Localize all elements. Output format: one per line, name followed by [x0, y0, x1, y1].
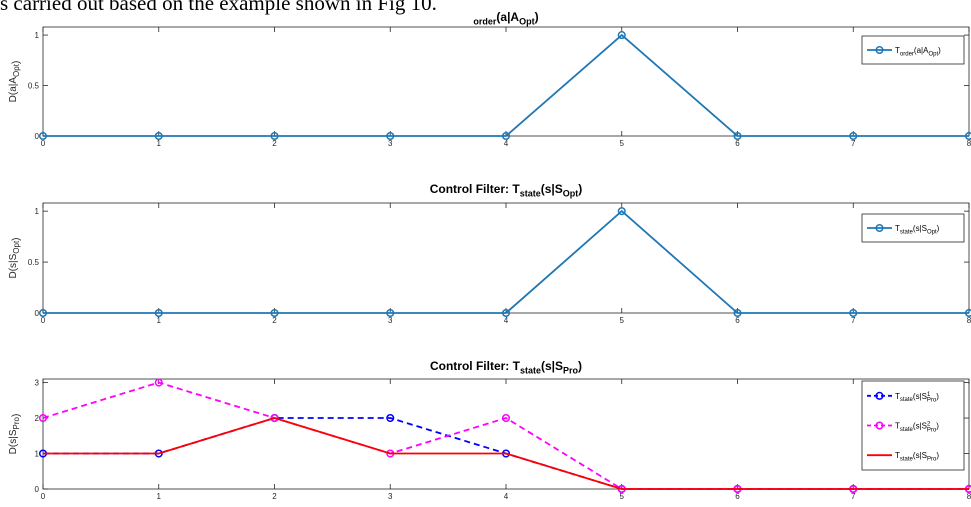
data-point [733, 308, 742, 318]
y-tick-label: 1 [35, 31, 40, 40]
x-tick-label: 0 [41, 316, 46, 325]
x-tick-label: 6 [735, 492, 740, 501]
x-tick-label: 1 [157, 316, 162, 325]
legend-label: Torder(a|AOpt) [895, 46, 941, 57]
subplot-title: Control Filter: Tstate(s|SPro) [430, 359, 582, 376]
series-line [43, 209, 969, 314]
y-tick-label: 1 [35, 207, 40, 216]
data-point [964, 131, 971, 141]
y-axis-label: D(s|SPro) [8, 414, 22, 455]
data-point [38, 413, 48, 423]
data-point [617, 31, 626, 40]
x-tick-label: 1 [157, 139, 162, 148]
legend-label: Tstate(s|S1 Pro) [895, 392, 939, 404]
x-tick-label: 6 [735, 139, 740, 148]
data-point [733, 131, 742, 141]
x-tick-label: 2 [272, 492, 277, 501]
data-point [154, 308, 163, 318]
subplot-title: Control Filter: Tstate(s|SOpt) [430, 182, 583, 199]
data-point [38, 131, 48, 141]
data-point [501, 308, 511, 318]
data-point [386, 308, 395, 318]
data-point [270, 131, 279, 141]
legend-label: Tstate(s|SOpt) [895, 224, 940, 235]
x-tick-label: 4 [504, 492, 509, 501]
plot-area [42, 26, 970, 137]
subplot-2: 0 1 2 3 4 5 6 7 8 0 0.5 1 D(s|SOpt) Control Filter: T… [8, 182, 971, 325]
x-tick-label: 0 [41, 139, 46, 148]
data-point [386, 131, 395, 141]
x-tick-label: 2 [272, 139, 277, 148]
y-tick-label: 0.5 [28, 258, 40, 267]
plot-area [42, 378, 970, 490]
data-point [501, 413, 511, 423]
x-tick-label: 3 [388, 492, 393, 501]
subplot-title: order(a|AOpt) [473, 10, 538, 27]
legend-label: Tstate(s|S2 Pro) [895, 422, 939, 434]
data-point [154, 378, 163, 387]
x-tick-label: 8 [967, 139, 971, 148]
y-tick-label: 2 [35, 414, 40, 423]
legend-marker [875, 223, 884, 233]
x-tick-label: 2 [272, 316, 277, 325]
x-tick-label: 7 [851, 316, 856, 325]
legend-marker [875, 421, 884, 430]
x-tick-label: 1 [157, 492, 162, 501]
y-tick-label: 0 [35, 132, 40, 141]
data-point [38, 308, 48, 318]
series-line [43, 417, 969, 490]
x-tick-label: 5 [620, 492, 625, 501]
legend-label: Tstate(s|SPro) [895, 451, 939, 462]
series-line [43, 33, 969, 137]
data-point [617, 207, 626, 216]
subplot-1: 0 1 2 3 4 5 6 7 8 0 0.5 1 D(a|AOpt) order(a|AOpt) Tord… [8, 10, 971, 148]
subplot-3: 0 1 2 3 4 5 6 7 8 0 1 2 3 D(s|SPro) Control Filter: Ts… [8, 359, 971, 501]
data-point [386, 413, 395, 423]
y-axis-label: D(a|AOpt) [8, 61, 22, 103]
plot-area [42, 202, 970, 314]
header-caption-text: s carried out based on the example shown… [0, 0, 437, 15]
legend-marker [875, 45, 884, 55]
y-tick-label: 0 [35, 485, 40, 494]
x-tick-label: 7 [851, 139, 856, 148]
data-point [501, 131, 511, 141]
y-axis-label: D(s|SOpt) [8, 237, 22, 278]
data-point [270, 413, 279, 423]
data-point [849, 131, 858, 141]
x-tick-label: 4 [504, 139, 509, 148]
data-point [964, 308, 971, 318]
legend-marker [875, 391, 884, 400]
x-tick-label: 5 [620, 316, 625, 325]
x-tick-label: 6 [735, 316, 740, 325]
x-tick-label: 3 [388, 316, 393, 325]
x-tick-label: 7 [851, 492, 856, 501]
y-tick-label: 1 [35, 450, 40, 459]
y-tick-label: 0.5 [28, 82, 40, 91]
x-tick-label: 5 [620, 139, 625, 148]
x-tick-label: 0 [41, 492, 46, 501]
data-point [154, 131, 163, 141]
x-tick-label: 8 [967, 492, 971, 501]
x-tick-label: 3 [388, 139, 393, 148]
x-tick-label: 8 [967, 316, 971, 325]
x-tick-label: 4 [504, 316, 509, 325]
data-point [849, 308, 858, 318]
y-tick-label: 3 [35, 379, 40, 388]
y-tick-label: 0 [35, 309, 40, 318]
data-point [270, 308, 279, 318]
